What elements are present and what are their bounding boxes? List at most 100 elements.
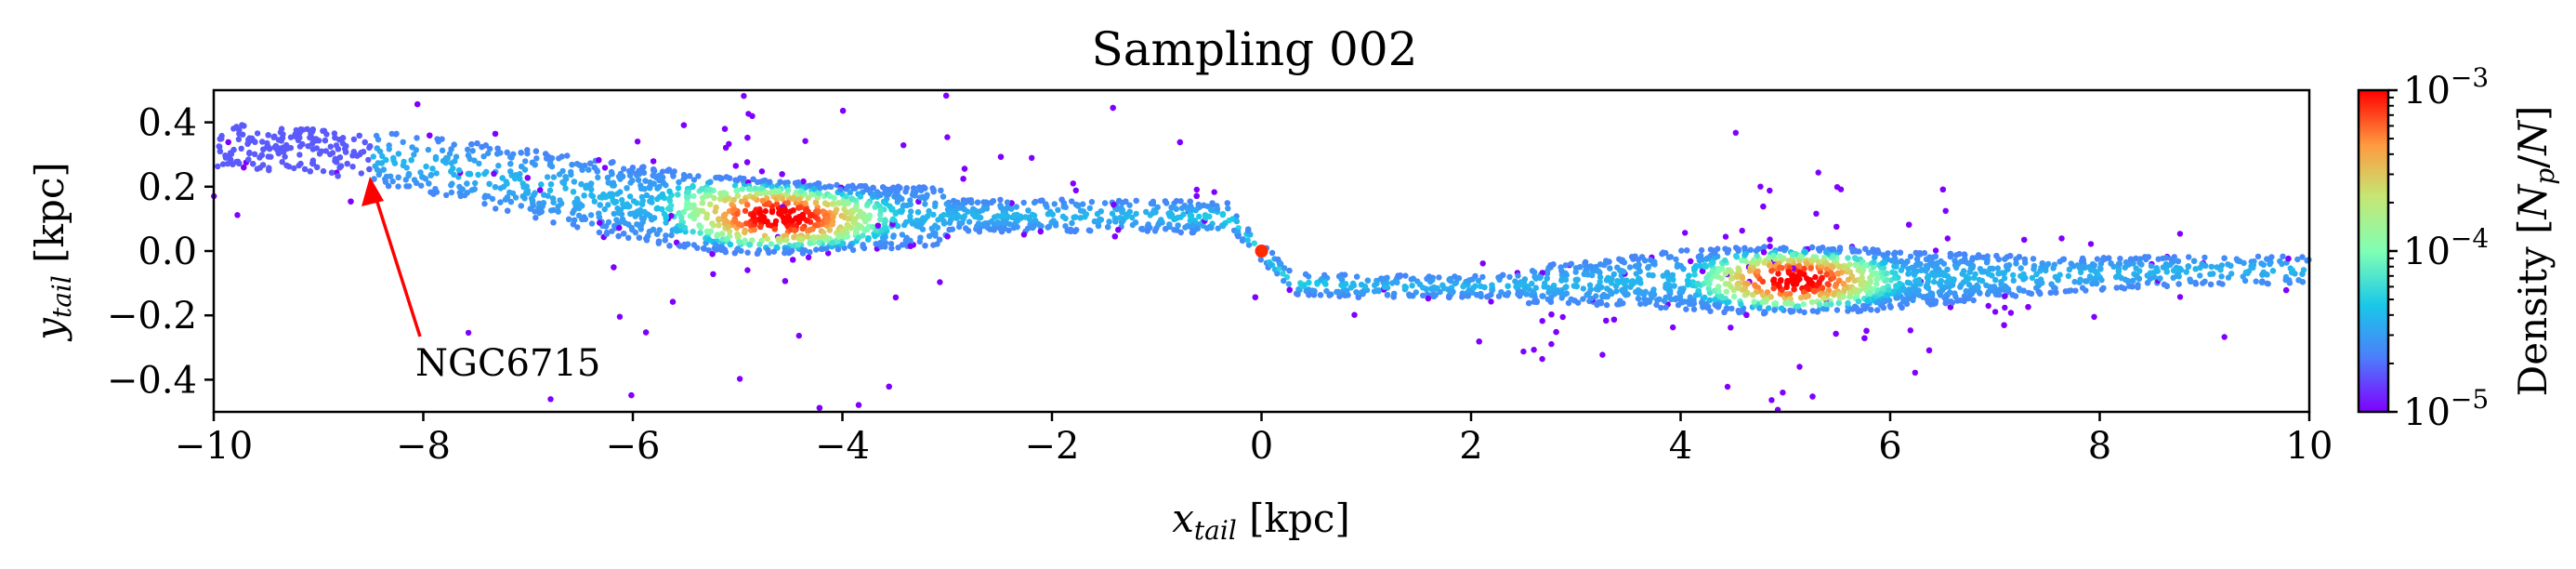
data-point (734, 192, 742, 199)
data-point (1985, 302, 1991, 310)
data-point (1944, 235, 1951, 242)
data-point (1667, 287, 1674, 295)
data-point (1123, 214, 1130, 220)
data-point (845, 216, 852, 222)
data-point (2091, 313, 2097, 320)
data-point (596, 210, 602, 217)
data-point (512, 194, 519, 201)
data-point (413, 179, 420, 186)
data-point (1542, 280, 1548, 286)
data-point (1317, 292, 1324, 298)
data-point (983, 222, 991, 229)
data-point (1080, 201, 1086, 207)
data-point (2135, 282, 2141, 288)
data-point (2264, 256, 2270, 262)
data-point (574, 197, 581, 204)
data-point (604, 175, 611, 181)
data-point (1871, 258, 1877, 266)
data-point (2207, 281, 2215, 288)
data-point (537, 187, 544, 193)
data-point (611, 264, 617, 271)
data-point (448, 181, 454, 189)
data-point (468, 141, 475, 148)
data-point (1952, 264, 1960, 271)
data-point (1840, 281, 1847, 287)
data-point (1787, 258, 1794, 264)
data-point (1268, 249, 1276, 257)
data-point (841, 245, 848, 251)
data-point (1505, 283, 1511, 289)
data-point (452, 158, 458, 165)
data-point (1321, 271, 1328, 278)
data-point (699, 200, 706, 206)
data-point (2013, 260, 2019, 267)
data-point (549, 195, 557, 202)
data-point (2068, 260, 2074, 267)
data-point (1138, 226, 1145, 232)
data-point (2299, 254, 2306, 260)
data-point (713, 246, 720, 253)
data-point (450, 165, 456, 172)
data-point (687, 213, 693, 219)
data-point (1927, 258, 1934, 266)
data-point (1587, 263, 1594, 270)
data-point (1224, 200, 1231, 206)
data-point (1577, 264, 1584, 271)
data-point (406, 183, 413, 190)
data-point (663, 215, 669, 221)
data-point (1830, 264, 1836, 271)
data-point (1977, 290, 1983, 297)
data-point (1925, 298, 1932, 306)
data-point (816, 190, 822, 196)
data-point (706, 186, 714, 193)
data-point (840, 240, 847, 247)
data-point (960, 176, 966, 182)
data-point (1049, 211, 1056, 218)
data-point (314, 164, 321, 171)
data-point (2001, 270, 2008, 276)
data-point (784, 200, 791, 206)
data-point (1358, 282, 1365, 288)
data-point (1802, 248, 1809, 255)
data-point (1257, 257, 1265, 263)
data-point (882, 200, 889, 206)
data-point (322, 137, 329, 144)
data-point (2154, 268, 2161, 274)
data-point (1833, 223, 1840, 231)
data-point (716, 174, 722, 181)
data-point (1878, 290, 1885, 297)
data-point (2202, 262, 2209, 270)
data-point (1778, 305, 1785, 311)
data-point (1867, 279, 1873, 285)
data-point (1942, 299, 1949, 307)
data-point (805, 254, 812, 260)
data-point (677, 243, 683, 249)
data-point (2264, 271, 2270, 278)
data-point (1771, 307, 1778, 313)
data-point (1873, 270, 1880, 277)
data-point (619, 216, 626, 223)
data-point (827, 192, 834, 200)
data-point (1761, 244, 1768, 250)
data-point (1580, 285, 1587, 292)
data-point (1603, 317, 1610, 324)
data-point (541, 192, 547, 198)
data-point (1875, 249, 1882, 257)
data-point (1914, 288, 1921, 295)
data-point (512, 175, 519, 182)
data-point (547, 207, 555, 214)
data-point (630, 198, 637, 205)
data-point (1394, 279, 1400, 286)
data-point (1537, 273, 1544, 281)
data-point (1931, 278, 1938, 285)
data-point (1548, 294, 1555, 301)
data-point (1174, 227, 1180, 233)
data-point (1767, 187, 1773, 194)
data-point (983, 205, 991, 212)
data-point (994, 213, 1001, 219)
data-point (1548, 340, 1555, 348)
data-point (1841, 286, 1847, 293)
data-point (1852, 261, 1859, 269)
data-point (1866, 284, 1873, 292)
